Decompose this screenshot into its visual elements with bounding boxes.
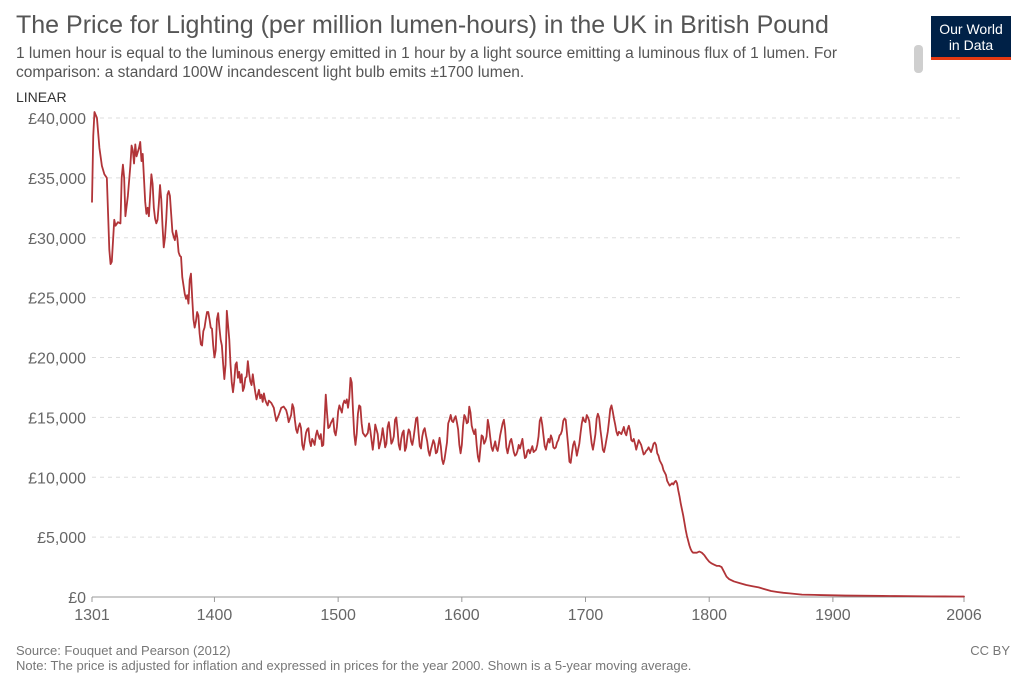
x-tick-label: 1600 bbox=[444, 607, 480, 624]
chart-title: The Price for Lighting (per million lume… bbox=[16, 11, 829, 39]
y-tick-label: £10,000 bbox=[28, 470, 86, 487]
scroll-handle[interactable] bbox=[914, 45, 923, 73]
x-tick-label: 1800 bbox=[691, 607, 727, 624]
owid-logo[interactable]: Our World in Data bbox=[931, 16, 1011, 60]
x-tick-label: 1700 bbox=[568, 607, 604, 624]
y-tick-label: £5,000 bbox=[37, 530, 86, 547]
y-tick-label: £40,000 bbox=[28, 111, 86, 128]
source-text: Source: Fouquet and Pearson (2012) bbox=[16, 643, 231, 658]
license-link[interactable]: CC BY bbox=[970, 643, 1010, 658]
logo-line-1: Our World bbox=[939, 21, 1003, 37]
series-line[interactable] bbox=[91, 111, 965, 598]
note-text: Note: The price is adjusted for inflatio… bbox=[16, 658, 692, 673]
y-tick-label: £30,000 bbox=[28, 231, 86, 248]
y-axis: £0 £5,000 £10,000 £15,000 £20,000 £25,000 £30,… bbox=[28, 111, 86, 607]
y-tick-label: £20,000 bbox=[28, 351, 86, 368]
series-layer bbox=[91, 111, 965, 598]
logo-accent-bar bbox=[931, 57, 1011, 60]
x-tick-label: 1900 bbox=[815, 607, 851, 624]
chart-subtitle: 1 lumen hour is equal to the luminous en… bbox=[16, 45, 838, 81]
chart-source: Source: Fouquet and Pearson (2012) Note:… bbox=[16, 643, 691, 673]
y-tick-label: £15,000 bbox=[28, 410, 86, 427]
x-tick-label: 2006 bbox=[946, 607, 982, 624]
x-axis: 1301 1400 1500 1600 1700 1800 1900 2006 bbox=[74, 597, 982, 624]
logo-line-2: in Data bbox=[948, 37, 994, 53]
x-tick-label: 1301 bbox=[74, 607, 110, 624]
y-tick-label: £0 bbox=[68, 590, 86, 607]
y-tick-label: £25,000 bbox=[28, 291, 86, 308]
x-tick-label: 1400 bbox=[197, 607, 233, 624]
scale-toggle[interactable]: LINEAR bbox=[16, 89, 67, 105]
grid-lines bbox=[92, 117, 964, 598]
y-tick-label: £35,000 bbox=[28, 171, 86, 188]
x-tick-label: 1500 bbox=[320, 607, 356, 624]
